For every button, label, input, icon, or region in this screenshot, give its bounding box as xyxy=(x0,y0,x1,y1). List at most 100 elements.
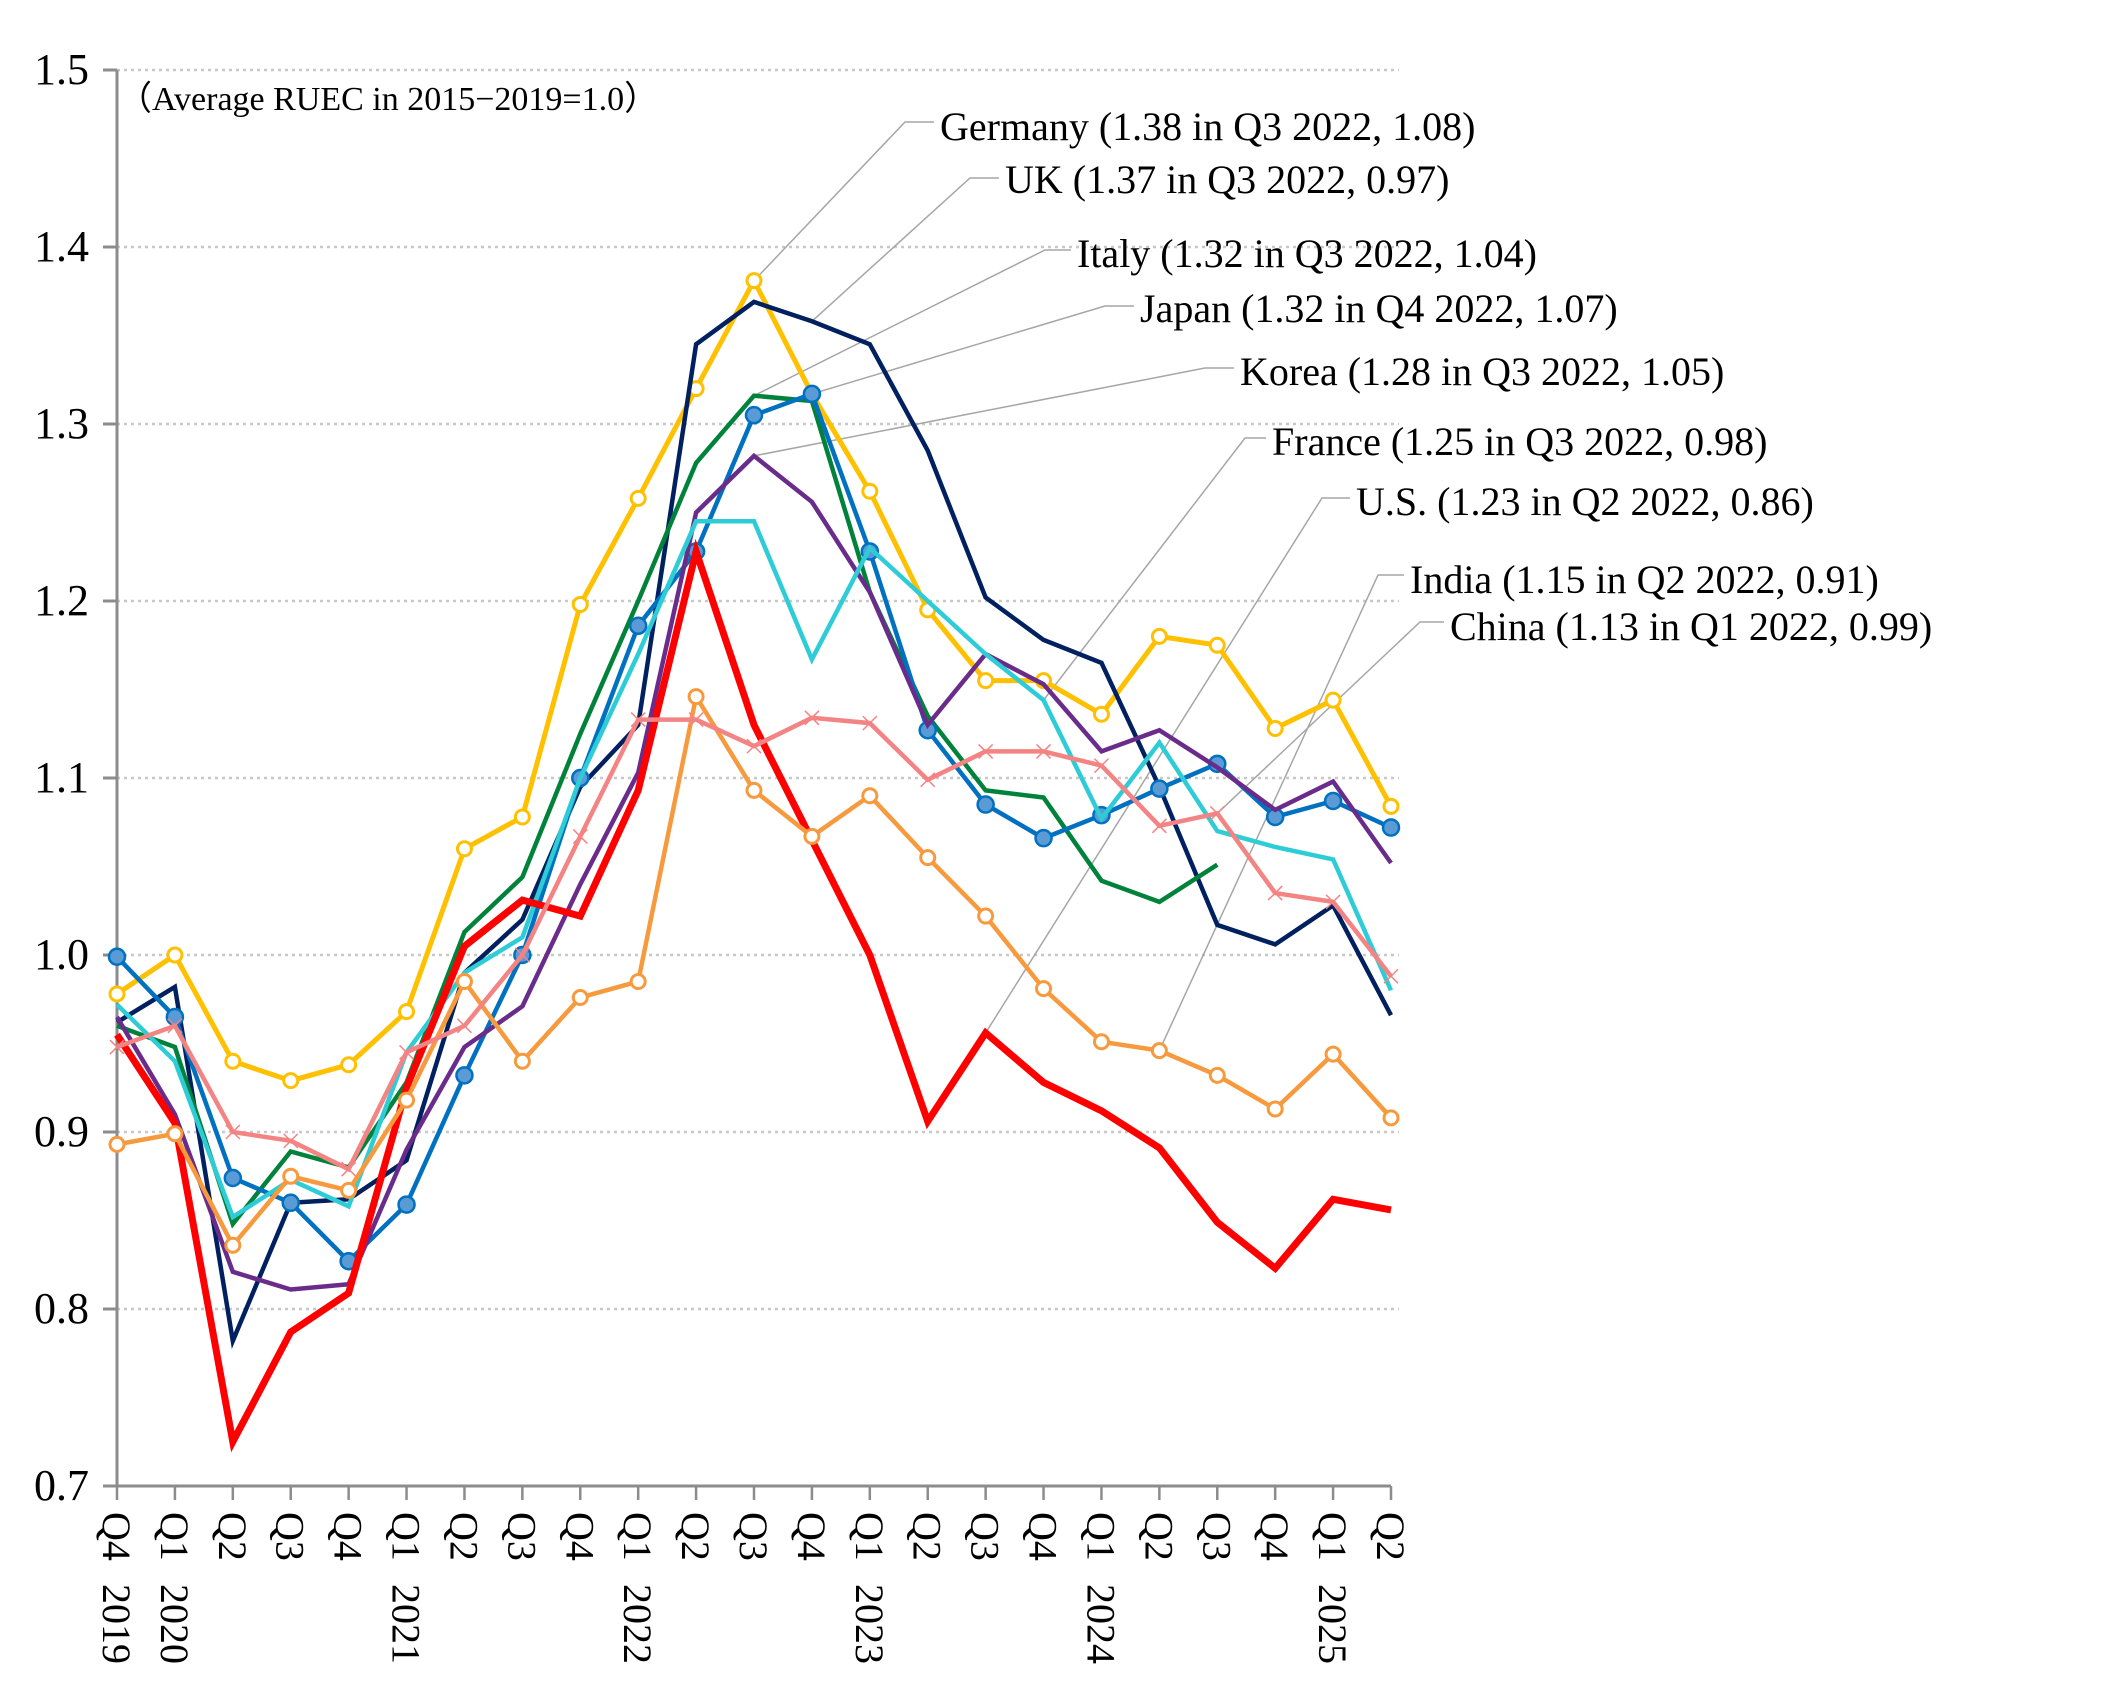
data-point xyxy=(630,712,646,728)
data-point xyxy=(513,808,531,826)
x-tick-label: Q2 xyxy=(210,1512,255,1561)
data-point xyxy=(1325,894,1341,910)
data-point xyxy=(687,688,705,706)
y-tick-label: 1.4 xyxy=(34,222,89,271)
data-point xyxy=(920,772,936,788)
y-tick-label: 1.3 xyxy=(34,399,89,448)
series-label: Japan (1.32 in Q4 2022, 1.07) xyxy=(1140,286,1618,331)
series-label: India (1.15 in Q2 2022, 0.91) xyxy=(1410,557,1879,602)
x-tick-year-label: 2024 xyxy=(1078,1584,1123,1664)
series-line xyxy=(115,519,1394,1221)
data-point xyxy=(224,1236,242,1254)
data-point xyxy=(861,482,879,500)
series-label: Italy (1.32 in Q3 2022, 1.04) xyxy=(1077,231,1537,276)
series-korea xyxy=(115,452,1393,1292)
y-axis-ticks: 0.7 0.8 0.9 1.0 1.1 1.2 1.3 1.4 1.5 xyxy=(34,45,89,1510)
data-point xyxy=(282,1072,300,1090)
y-tick-label: 1.5 xyxy=(34,45,89,94)
data-point xyxy=(282,1167,300,1185)
data-point xyxy=(107,947,127,967)
series-line xyxy=(115,452,1393,1292)
series-japan xyxy=(107,384,1401,1271)
x-tick-label: Q1 xyxy=(1310,1512,1355,1561)
x-tick-year-label: 2023 xyxy=(847,1584,892,1664)
data-point xyxy=(1323,791,1343,811)
x-tick-year-label: 2020 xyxy=(152,1584,197,1664)
data-point xyxy=(108,1135,126,1153)
y-tick-label: 0.7 xyxy=(34,1461,89,1510)
data-point xyxy=(1382,1109,1400,1127)
leader-line xyxy=(753,121,934,282)
data-point xyxy=(1150,779,1169,798)
x-tick-label: Q2 xyxy=(1136,1512,1181,1561)
data-point xyxy=(977,672,995,690)
data-point xyxy=(165,1007,185,1027)
annotation-labels: Germany (1.38 in Q3 2022, 1.08) UK (1.37 … xyxy=(940,104,1932,649)
data-point xyxy=(1324,691,1342,709)
data-point xyxy=(1035,980,1053,998)
x-tick-label: Q1 xyxy=(1078,1512,1123,1561)
series-label: Germany (1.38 in Q3 2022, 1.08) xyxy=(940,104,1475,149)
x-tick-label: Q3 xyxy=(963,1512,1008,1561)
data-point xyxy=(745,781,763,799)
data-point xyxy=(514,947,530,963)
x-tick-label: Q4 xyxy=(1021,1512,1066,1561)
series-us xyxy=(114,538,1392,1453)
series-china xyxy=(109,710,1399,1177)
data-point xyxy=(1092,705,1110,723)
x-tick-label: Q1 xyxy=(847,1512,892,1561)
x-tick-label: Q2 xyxy=(441,1512,486,1561)
x-tick-label: Q4 xyxy=(326,1512,371,1561)
data-point xyxy=(861,787,879,805)
x-tick-label: Q1 xyxy=(615,1512,660,1561)
leader-line xyxy=(1216,621,1444,814)
data-point xyxy=(804,710,820,726)
data-point xyxy=(1093,758,1109,774)
data-point xyxy=(283,1133,299,1149)
x-tick-year-label: 2022 xyxy=(615,1584,660,1664)
y-tick-label: 0.9 xyxy=(34,1107,89,1156)
data-point xyxy=(977,907,995,925)
data-point xyxy=(398,1003,416,1021)
data-point xyxy=(1266,719,1284,737)
data-point xyxy=(1382,797,1400,815)
data-point xyxy=(1150,1042,1168,1060)
data-point xyxy=(166,946,184,964)
series-line xyxy=(116,393,1219,1229)
y-tick-label: 1.1 xyxy=(34,753,89,802)
data-point xyxy=(399,1044,415,1060)
data-point xyxy=(978,743,994,759)
x-tick-year-label: 2021 xyxy=(384,1584,429,1664)
data-point xyxy=(629,489,647,507)
x-tick-label: Q4 xyxy=(557,1512,602,1561)
leader-line xyxy=(985,497,1350,1034)
data-point xyxy=(398,1091,416,1109)
data-point xyxy=(225,1124,241,1140)
data-point xyxy=(1150,627,1168,645)
series-label: France (1.25 in Q3 2022, 0.98) xyxy=(1272,419,1767,464)
data-point xyxy=(919,849,937,867)
data-point xyxy=(745,272,763,290)
y-tick-label: 1.0 xyxy=(34,930,89,979)
series-label: China (1.13 in Q1 2022, 0.99) xyxy=(1450,604,1932,649)
data-point xyxy=(802,384,822,404)
data-point xyxy=(744,405,764,425)
x-tick-label: Q3 xyxy=(1194,1512,1239,1561)
data-point xyxy=(1381,818,1401,837)
data-point xyxy=(1036,743,1052,759)
x-tick-year-label: 2019 xyxy=(94,1584,139,1664)
data-point xyxy=(455,840,473,858)
y-tick-label: 1.2 xyxy=(34,576,89,625)
leader-line xyxy=(1042,437,1266,701)
data-point xyxy=(1209,805,1225,821)
leader-line xyxy=(811,177,999,322)
data-point xyxy=(223,1168,243,1188)
x-tick-label: Q3 xyxy=(268,1512,313,1561)
series-label: U.S. (1.23 in Q2 2022, 0.86) xyxy=(1356,479,1814,524)
data-point xyxy=(108,985,126,1003)
data-point xyxy=(1208,636,1226,654)
leader-line xyxy=(811,305,1134,395)
data-point xyxy=(1034,828,1053,848)
x-tick-label: Q3 xyxy=(731,1512,776,1561)
data-point xyxy=(1324,1045,1342,1063)
